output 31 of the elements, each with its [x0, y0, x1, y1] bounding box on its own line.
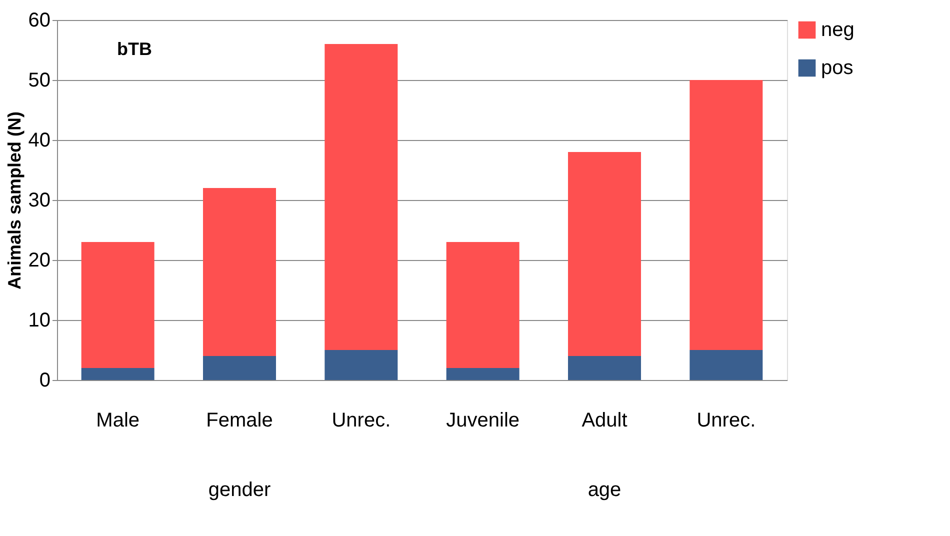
x-tick-label: Unrec.: [332, 410, 391, 432]
bar: [81, 368, 154, 380]
bar: [324, 44, 398, 350]
y-tick-label: 40: [28, 130, 50, 152]
y-tick-label: 0: [39, 370, 50, 392]
bar: [446, 242, 520, 368]
x-tick-label: Female: [206, 410, 273, 432]
bar: [203, 188, 276, 356]
bar: [81, 242, 154, 368]
y-axis-title: Animals sampled (N): [4, 111, 24, 290]
legend-label: neg: [821, 19, 854, 41]
bar: [324, 350, 398, 380]
x-tick-label: Male: [96, 410, 140, 432]
y-tick-label: 50: [28, 70, 50, 92]
y-tick-label: 20: [28, 250, 50, 272]
annotation: bTB: [117, 39, 152, 59]
bar: [568, 152, 641, 356]
text: age: [588, 479, 622, 501]
x-tick-label: Adult: [582, 410, 628, 432]
bar: [568, 356, 641, 380]
x-tick-label: Juvenile: [446, 410, 520, 432]
x-tick-label: Unrec.: [696, 410, 756, 432]
text: gender: [208, 479, 271, 501]
y-tick-label: 30: [28, 190, 50, 212]
y-tick-label: 60: [28, 10, 50, 32]
y-tick-label: 10: [28, 310, 50, 332]
bar: [446, 368, 520, 380]
legend-label: pos: [821, 57, 854, 79]
bar: [690, 80, 763, 350]
bar: [203, 356, 276, 380]
bar: [690, 350, 763, 380]
